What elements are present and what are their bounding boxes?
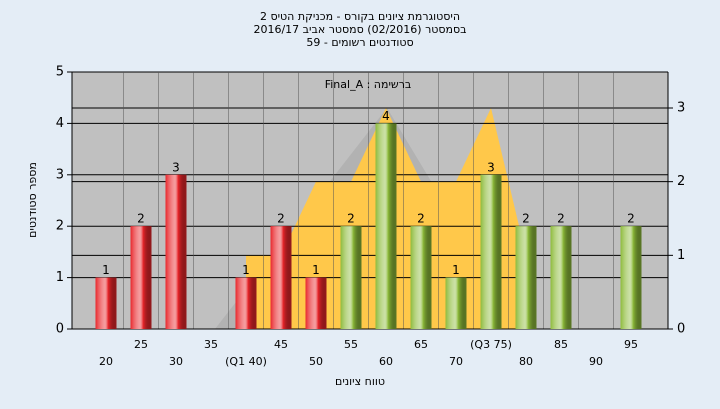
x-tick-label: 35 [204, 338, 218, 351]
bar [270, 226, 292, 329]
chart-subtitle: סטודנטים רשומים - 59 [306, 36, 413, 49]
x-tick-label: 20 [99, 355, 113, 368]
x-tick-label: 30 [169, 355, 183, 368]
x-tick-label: 85 [554, 338, 568, 351]
bar [95, 277, 117, 329]
y-tick-label: 4 [56, 116, 64, 131]
x-tick-label: 50 [309, 355, 323, 368]
bar [375, 123, 397, 330]
data-label: 2 [277, 212, 285, 226]
y-tick-label: 5 [56, 65, 64, 80]
x-tick-label: 60 [379, 355, 393, 368]
data-label: 2 [557, 212, 565, 226]
data-label: 2 [137, 212, 145, 226]
y2-tick-label: 3 [677, 101, 685, 116]
y-tick-label: 2 [56, 219, 64, 234]
data-label: 1 [242, 263, 250, 277]
bar [235, 277, 257, 329]
bar [130, 226, 152, 329]
x-tick-label: (Q3 75) [470, 338, 512, 351]
data-label: 1 [312, 263, 320, 277]
data-label: 1 [452, 263, 460, 277]
y-axis-label: מספר סטודנטים [26, 162, 39, 238]
x-tick-label: 45 [274, 338, 288, 351]
bar [515, 226, 537, 329]
y-tick-label: 0 [56, 322, 64, 337]
y2-tick-label: 0 [677, 322, 685, 337]
bar [340, 226, 362, 329]
x-axis-label: טווח ציונים [335, 375, 385, 388]
chart-subtitle: בסמסטר (02/2016) סמסטר אביב 2016/17 [253, 23, 466, 36]
data-label: 2 [347, 212, 355, 226]
data-label: 1 [102, 263, 110, 277]
bar [480, 174, 502, 329]
y2-tick-label: 1 [677, 248, 685, 263]
data-label: 3 [487, 160, 495, 174]
x-tick-label: 90 [589, 355, 603, 368]
x-tick-label: 65 [414, 338, 428, 351]
chart-title: היסטוגרמת ציונים בקורס - מכניקת הטיס 2 [260, 10, 460, 23]
x-tick-label: 80 [519, 355, 533, 368]
x-tick-label: 70 [449, 355, 463, 368]
annotation: Final_A : ברשימה [325, 78, 412, 91]
data-label: 2 [417, 212, 425, 226]
data-label: 3 [172, 160, 180, 174]
y-tick-label: 3 [56, 167, 64, 182]
x-tick-label: (Q1 40) [225, 355, 267, 368]
bar [305, 277, 327, 329]
y2-tick-label: 2 [677, 174, 685, 189]
y-tick-label: 1 [56, 270, 64, 285]
bar [620, 226, 642, 329]
bar [165, 174, 187, 329]
x-tick-label: 25 [134, 338, 148, 351]
data-label: 4 [382, 109, 390, 123]
bar [550, 226, 572, 329]
data-label: 2 [627, 212, 635, 226]
bar [445, 277, 467, 329]
x-tick-label: 55 [344, 338, 358, 351]
data-label: 2 [522, 212, 530, 226]
bar [410, 226, 432, 329]
x-tick-label: 95 [624, 338, 638, 351]
